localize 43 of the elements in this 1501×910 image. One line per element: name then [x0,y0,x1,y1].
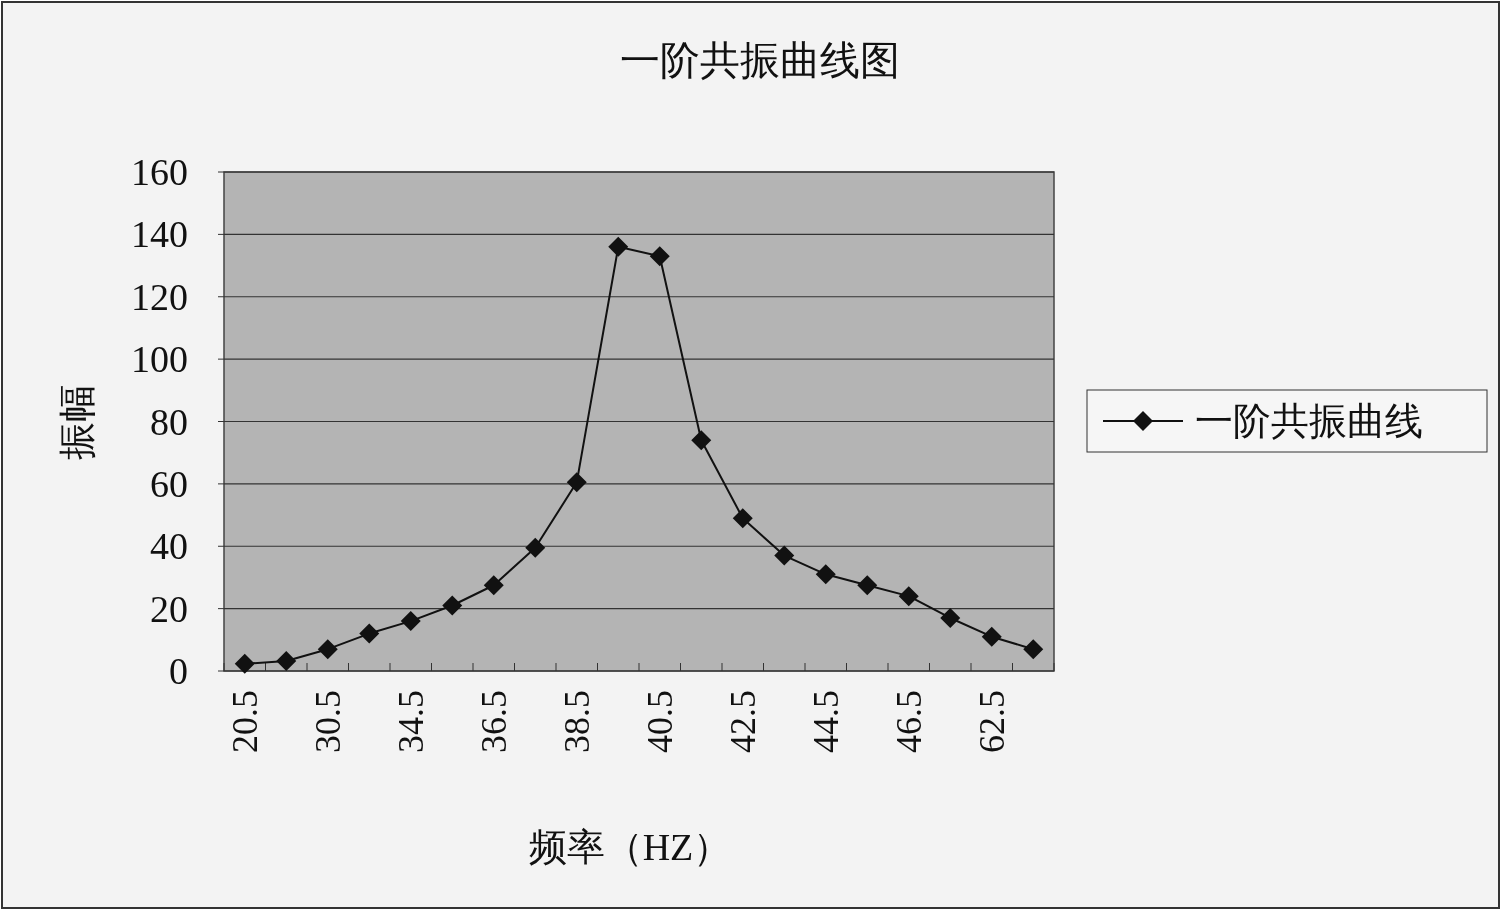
point [483,575,504,596]
point [649,246,670,267]
y-tick-label: 120 [131,275,188,318]
legend-label: 一阶共振曲线 [1195,400,1423,442]
y-tick-label: 160 [131,151,188,193]
y-tick-label: 140 [131,213,188,256]
x-tick-label: 40.5 [639,690,680,753]
chart-title: 一阶共振曲线图 [620,38,900,83]
point [774,545,795,566]
point [815,564,836,585]
x-tick-label: 36.5 [473,690,514,753]
point [898,586,919,607]
x-tick-label: 30.5 [307,690,348,753]
x-tick-label: 44.5 [805,690,846,753]
y-tick-label: 100 [131,338,188,381]
point [525,537,546,558]
point [1023,639,1044,660]
point [608,236,629,257]
point [691,430,712,451]
y-tick-label: 60 [150,462,188,505]
point [359,623,380,644]
point [276,651,297,672]
point [442,595,463,616]
x-tick-label: 62.5 [971,690,1012,753]
x-tick-label: 46.5 [888,690,929,753]
point [234,653,255,674]
y-axis-title: 振幅 [56,384,98,460]
y-tick-label: 80 [150,400,188,443]
y-tick-label: 20 [150,587,188,630]
x-tick-label: 34.5 [390,690,431,753]
y-tick-label: 0 [169,650,188,692]
x-tick-label: 38.5 [556,690,597,753]
point [566,472,587,493]
x-tick-label: 20.5 [224,690,265,753]
point [857,575,878,596]
point [732,508,753,529]
point [940,607,961,628]
point [400,611,421,632]
x-axis-title: 频率（HZ） [528,826,732,868]
x-tick-label: 42.5 [722,690,763,753]
point [317,639,338,660]
y-tick-label: 40 [150,525,188,568]
point [981,626,1002,647]
